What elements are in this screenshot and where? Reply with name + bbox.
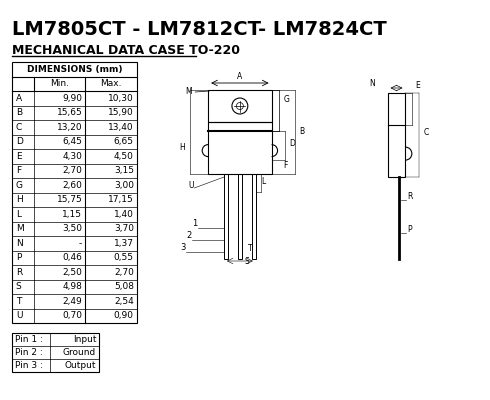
Text: 1,40: 1,40 bbox=[114, 210, 134, 219]
Text: 10,30: 10,30 bbox=[108, 94, 134, 103]
Text: 0,46: 0,46 bbox=[62, 253, 82, 262]
Text: H: H bbox=[179, 144, 185, 152]
Text: C: C bbox=[423, 128, 428, 137]
Text: Pin 1 :: Pin 1 : bbox=[15, 335, 43, 344]
Text: 3,15: 3,15 bbox=[114, 166, 134, 175]
Text: 4,50: 4,50 bbox=[114, 152, 134, 161]
Text: A: A bbox=[237, 72, 243, 81]
Text: 3,00: 3,00 bbox=[114, 181, 134, 190]
Text: Input: Input bbox=[73, 335, 96, 344]
Text: H: H bbox=[16, 195, 23, 204]
Text: P: P bbox=[16, 253, 21, 262]
Text: 6,45: 6,45 bbox=[62, 137, 82, 146]
Text: M: M bbox=[16, 224, 24, 233]
Text: A: A bbox=[16, 94, 22, 103]
Text: D: D bbox=[16, 137, 23, 146]
Text: T: T bbox=[16, 297, 21, 306]
Bar bbox=[12, 333, 99, 372]
Text: 3,50: 3,50 bbox=[62, 224, 82, 233]
Text: 13,20: 13,20 bbox=[57, 123, 82, 132]
Bar bbox=[238, 174, 242, 259]
Text: 2: 2 bbox=[186, 231, 192, 240]
Text: 0,70: 0,70 bbox=[62, 311, 82, 320]
Text: 15,65: 15,65 bbox=[56, 108, 82, 117]
Text: 15,75: 15,75 bbox=[56, 195, 82, 204]
Text: U: U bbox=[188, 181, 194, 190]
Bar bbox=[224, 174, 228, 259]
Text: L: L bbox=[262, 177, 266, 186]
Text: 4,98: 4,98 bbox=[62, 282, 82, 291]
Text: 17,15: 17,15 bbox=[108, 195, 134, 204]
Text: 9,90: 9,90 bbox=[62, 94, 82, 103]
Text: MECHANICAL DATA CASE TO-220: MECHANICAL DATA CASE TO-220 bbox=[12, 44, 240, 57]
Text: 13,40: 13,40 bbox=[108, 123, 134, 132]
Text: Output: Output bbox=[65, 361, 96, 370]
Text: 4,30: 4,30 bbox=[62, 152, 82, 161]
Text: 0,55: 0,55 bbox=[114, 253, 134, 262]
Text: 1: 1 bbox=[192, 219, 197, 228]
Text: S: S bbox=[245, 257, 249, 266]
Text: 2,50: 2,50 bbox=[62, 268, 82, 277]
Text: F: F bbox=[284, 162, 288, 170]
Text: 2,49: 2,49 bbox=[63, 297, 82, 306]
Text: 2,60: 2,60 bbox=[62, 181, 82, 190]
Text: Pin 2 :: Pin 2 : bbox=[15, 348, 43, 357]
Text: 2,70: 2,70 bbox=[62, 166, 82, 175]
Text: L: L bbox=[16, 210, 21, 219]
Text: N: N bbox=[16, 239, 23, 248]
Text: F: F bbox=[16, 166, 21, 175]
Bar bbox=[252, 174, 256, 259]
Text: -: - bbox=[79, 239, 82, 248]
Text: DIMENSIONS (mm): DIMENSIONS (mm) bbox=[26, 65, 122, 74]
Text: 1,37: 1,37 bbox=[114, 239, 134, 248]
Text: M: M bbox=[185, 88, 192, 96]
Text: N: N bbox=[370, 79, 375, 88]
Text: T: T bbox=[248, 244, 252, 253]
Bar bbox=[208, 122, 271, 174]
Text: Min.: Min. bbox=[50, 79, 69, 88]
Text: 0,90: 0,90 bbox=[114, 311, 134, 320]
Text: 6,65: 6,65 bbox=[114, 137, 134, 146]
Text: 2,70: 2,70 bbox=[114, 268, 134, 277]
Text: B: B bbox=[299, 128, 304, 136]
Text: 5,08: 5,08 bbox=[114, 282, 134, 291]
Text: D: D bbox=[290, 140, 295, 148]
Text: 15,90: 15,90 bbox=[108, 108, 134, 117]
Text: E: E bbox=[416, 81, 420, 90]
Text: 1,15: 1,15 bbox=[62, 210, 82, 219]
Text: Ground: Ground bbox=[63, 348, 96, 357]
Text: R: R bbox=[407, 192, 413, 201]
Text: E: E bbox=[16, 152, 22, 161]
Text: Max.: Max. bbox=[100, 79, 122, 88]
Bar bbox=[388, 93, 405, 177]
Text: 3,70: 3,70 bbox=[114, 224, 134, 233]
Text: Pin 3 :: Pin 3 : bbox=[15, 361, 43, 370]
Bar bbox=[208, 90, 271, 122]
Text: U: U bbox=[16, 311, 23, 320]
Text: S: S bbox=[16, 282, 22, 291]
Text: R: R bbox=[16, 268, 22, 277]
Text: P: P bbox=[407, 225, 412, 234]
Text: 3: 3 bbox=[180, 243, 186, 252]
Text: G: G bbox=[16, 181, 23, 190]
Bar bbox=[12, 62, 137, 323]
Text: G: G bbox=[284, 96, 290, 104]
Text: 2,54: 2,54 bbox=[114, 297, 134, 306]
Text: C: C bbox=[16, 123, 22, 132]
Text: B: B bbox=[16, 108, 22, 117]
Text: LM7805CT - LM7812CT- LM7824CT: LM7805CT - LM7812CT- LM7824CT bbox=[12, 20, 387, 39]
